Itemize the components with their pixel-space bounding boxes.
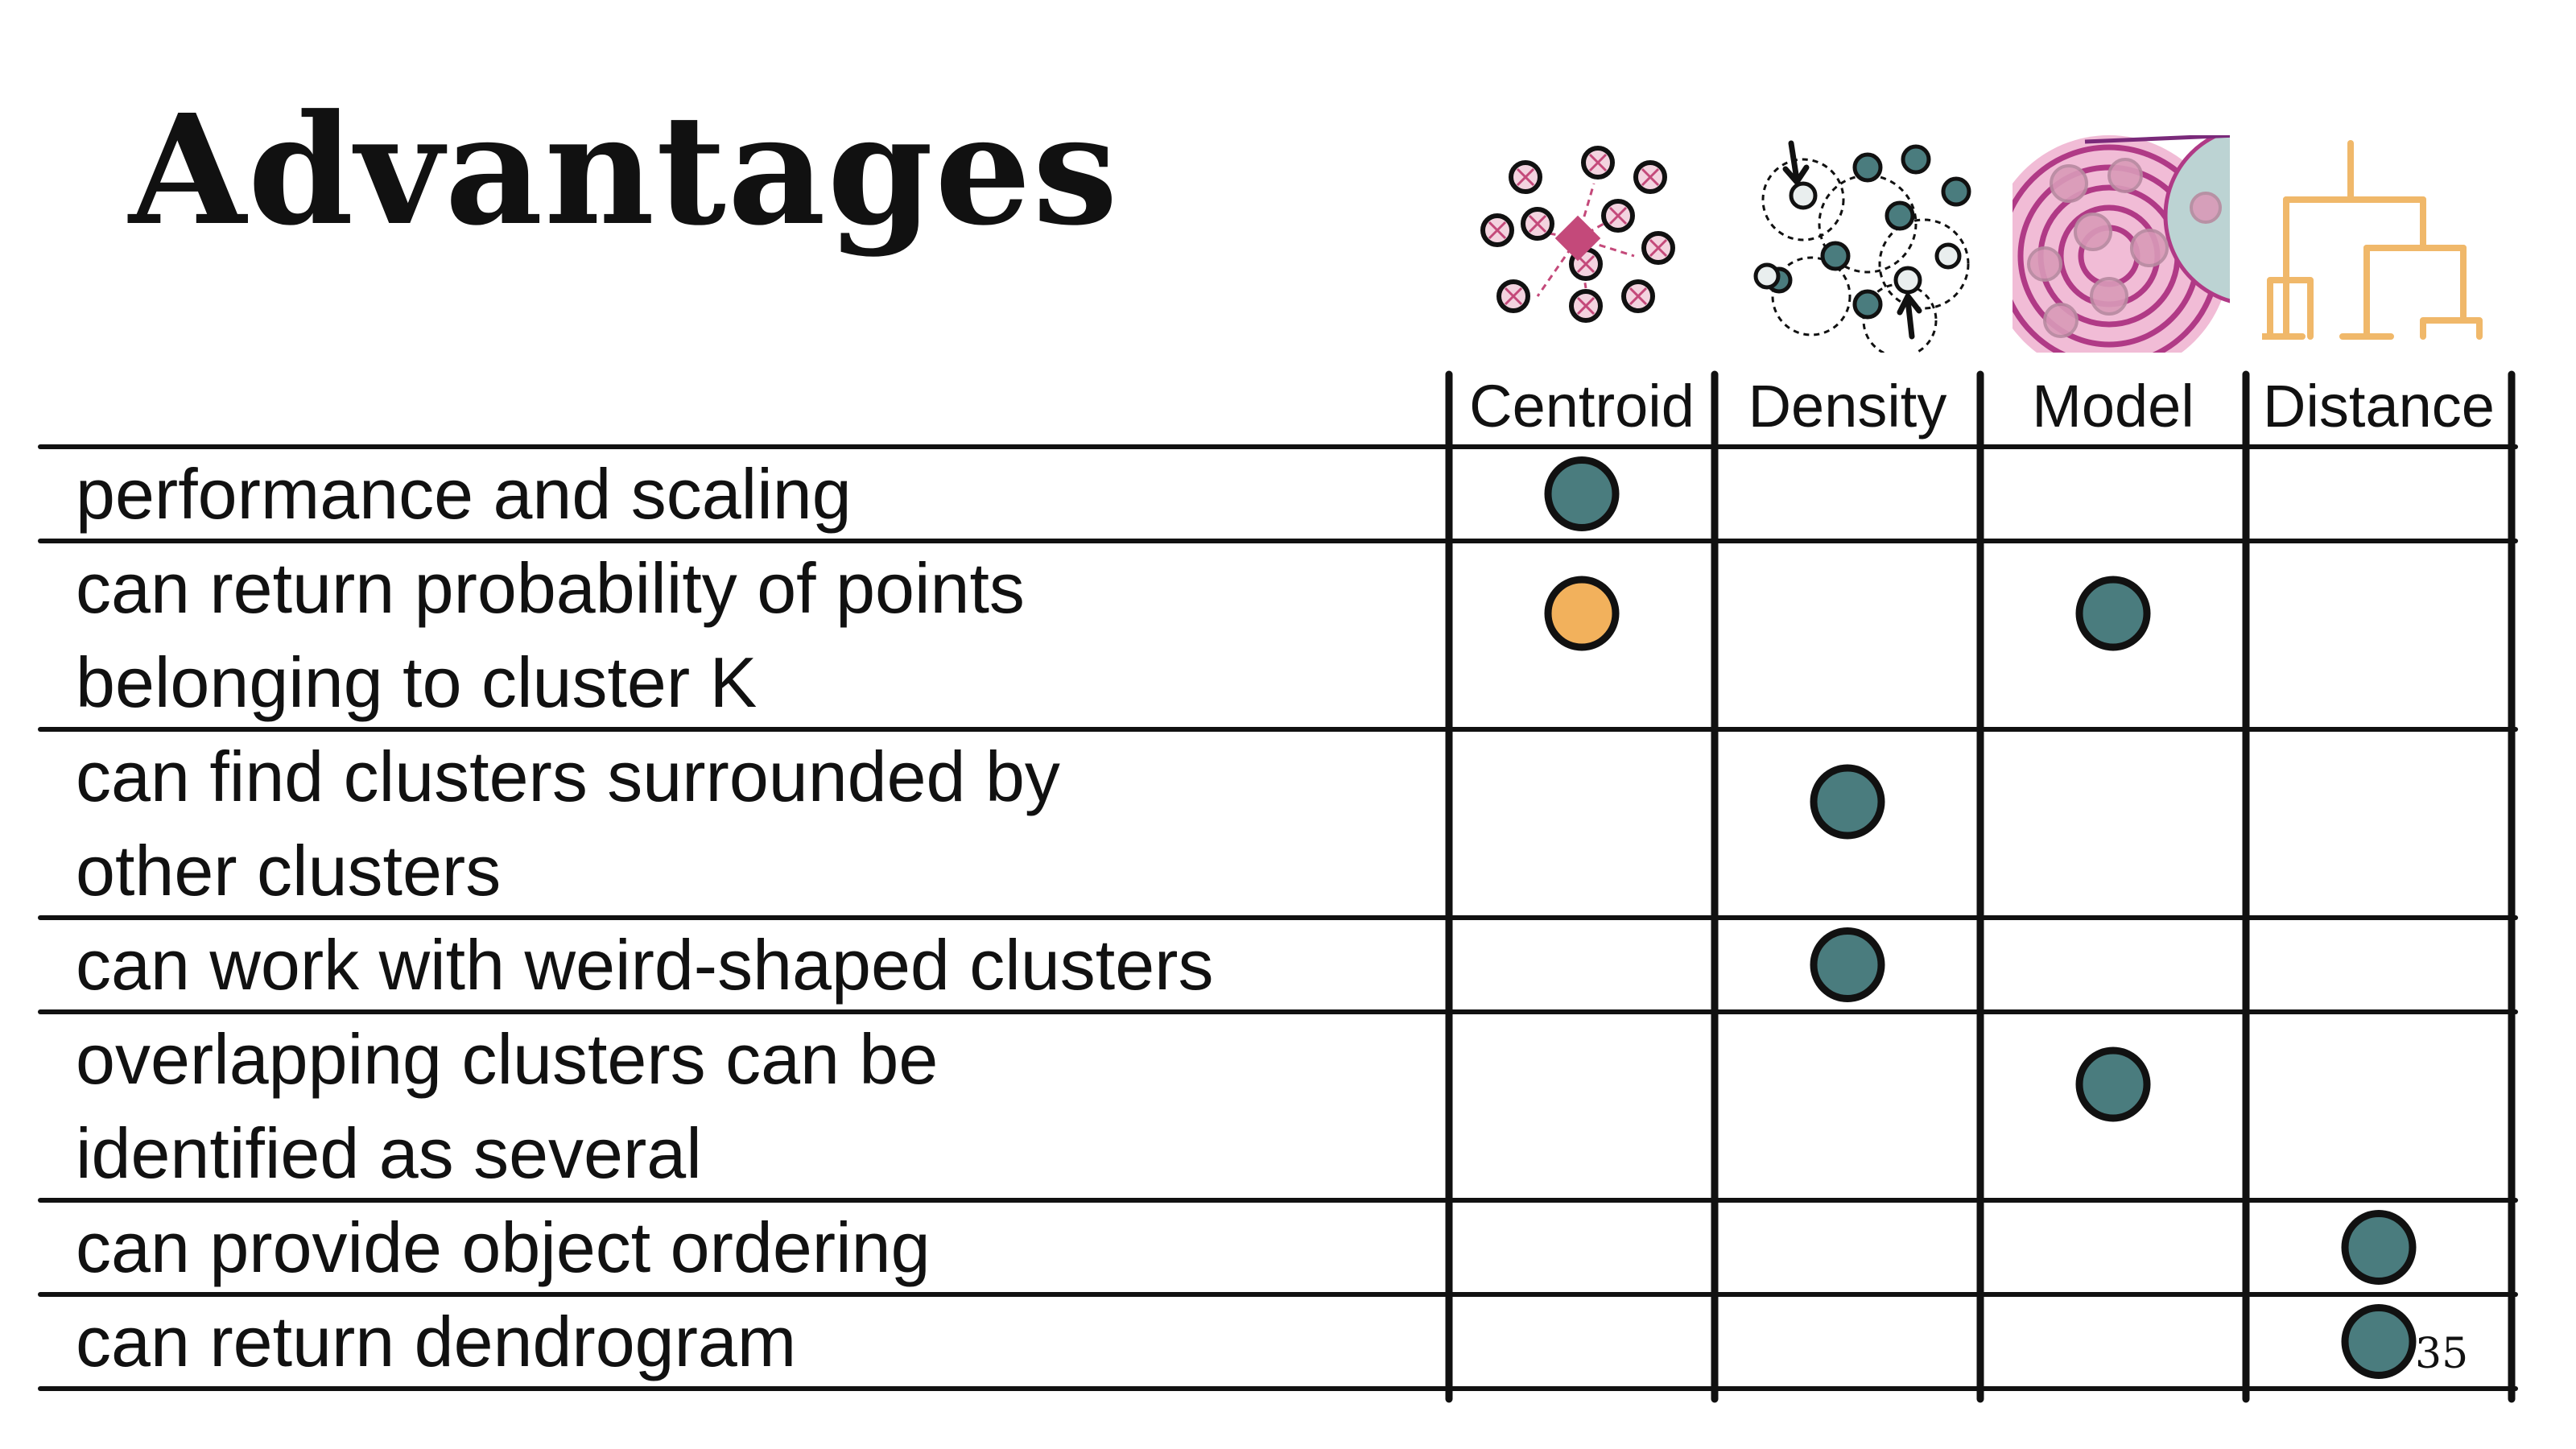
checkmark-dot-teal	[2075, 1046, 2151, 1122]
column-header-distance: Distance	[2263, 373, 2495, 440]
slide-title: Advantages	[129, 81, 1120, 259]
model-clusters-icon	[2013, 135, 2230, 353]
checkmark-dot-teal	[1544, 456, 1620, 531]
column-header-centroid: Centroid	[1469, 373, 1695, 440]
row-label: can return probability of points	[76, 548, 1025, 628]
dendrogram-icon	[2262, 140, 2483, 340]
row-label: can provide object ordering	[76, 1208, 931, 1287]
checkmark-dot-teal	[1810, 764, 1885, 840]
density-clusters-icon	[1753, 140, 1971, 353]
checkmark-dot-teal	[2341, 1304, 2417, 1379]
row-label: belonging to cluster K	[76, 642, 758, 722]
row-label: other clusters	[76, 831, 502, 910]
column-header-model: Model	[2032, 373, 2194, 440]
row-label: performance and scaling	[76, 454, 852, 534]
row-label: identified as several	[76, 1113, 702, 1193]
row-label: overlapping clusters can be	[76, 1019, 939, 1099]
page-number: 35	[2415, 1330, 2469, 1378]
checkmark-dot-teal	[1810, 927, 1885, 1002]
row-label: can return dendrogram	[76, 1302, 797, 1381]
checkmark-dot-teal	[2341, 1210, 2417, 1285]
checkmark-dot-teal	[2075, 576, 2151, 651]
row-label: can find clusters surrounded by	[76, 737, 1060, 816]
column-header-density: Density	[1748, 373, 1947, 440]
row-label: can work with weird-shaped clusters	[76, 925, 1214, 1005]
checkmark-dot-orange	[1544, 576, 1620, 651]
centroid-clusters-icon	[1480, 146, 1675, 323]
